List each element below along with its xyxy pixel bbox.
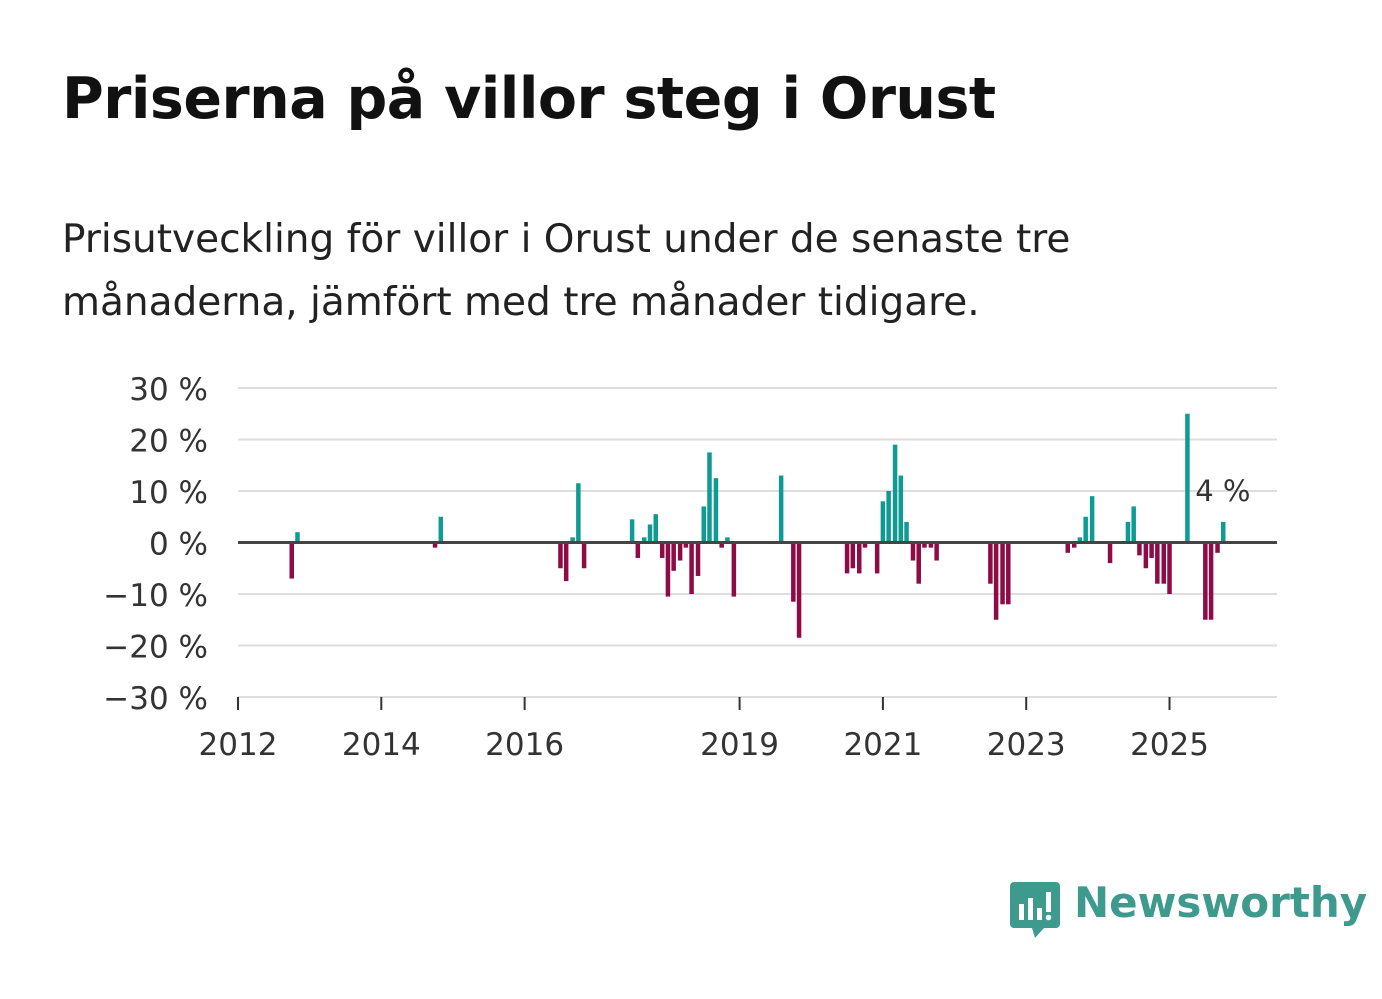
newsworthy-logo-icon [1010,882,1060,938]
bar [695,542,701,576]
bar [689,542,694,594]
bar [558,542,563,569]
x-tick-label: 2012 [199,727,278,763]
bar [934,542,939,561]
bar [857,542,862,574]
bar [1077,537,1083,543]
bar [778,475,784,543]
bar [1155,542,1160,584]
bar [629,519,635,543]
bar [904,521,909,543]
bar [874,542,880,574]
labels: 30 % 20 % 10 % 0 % −10 % −20 % −30 % 2012 2014 20… [103,372,1250,763]
bar [570,537,575,543]
bar [1203,542,1208,620]
bar [1143,542,1149,569]
axes [237,541,1277,710]
y-tick-label: −30 % [103,681,208,717]
bar [432,542,438,548]
bar [892,444,898,543]
bar [1137,542,1142,556]
y-tick-label: 0 % [149,527,208,563]
bar [862,542,868,548]
bar [647,524,653,543]
bar [725,537,730,543]
bar [713,478,719,543]
bar [1065,542,1071,553]
bar [1089,496,1095,543]
bar [1107,542,1113,564]
bar [581,542,587,569]
bar [671,542,676,571]
bar [844,542,850,574]
bar [1131,506,1136,543]
bar [719,542,724,548]
y-tick-label: 30 % [129,372,208,408]
x-tick-label: 2019 [700,727,779,763]
bar [886,491,891,543]
bar [659,542,665,558]
bar [1000,542,1005,605]
x-tick-label: 2014 [342,727,421,763]
bar [707,452,712,543]
bar [642,537,647,543]
bar [1215,542,1220,553]
latest-value-label: 4 % [1195,474,1250,508]
bar [1221,521,1226,543]
y-tick-label: 20 % [129,424,208,460]
bar [791,542,796,602]
bar [289,542,294,579]
page-subtitle: Prisutveckling för villor i Orust under … [62,217,1071,325]
x-tick-label: 2023 [987,727,1066,763]
bar [438,516,444,543]
y-tick-label: 10 % [129,475,208,511]
bar [916,542,921,584]
bar [677,542,683,561]
bar [910,542,916,561]
bar [1185,413,1190,543]
bar [796,542,802,638]
bar [731,542,737,597]
bar [665,542,671,597]
x-tick-label: 2021 [843,727,922,763]
bar [1208,542,1214,620]
bar [683,542,689,548]
bar [1006,542,1011,605]
x-tick-label: 2016 [485,727,564,763]
bars [289,413,1226,638]
bar [576,483,581,543]
bar [1071,542,1077,548]
page-title: Priserna på villor steg i Orust [62,66,996,132]
bar [928,542,934,548]
bar [898,475,904,543]
bar [1167,542,1172,594]
bar [1161,542,1167,584]
bar [1149,542,1154,558]
bar [635,542,641,558]
bar [653,514,658,543]
bar [1125,521,1131,543]
bar-chart: 30 % 20 % 10 % 0 % −10 % −20 % −30 % 2012 2014 20… [103,372,1277,763]
bar [1083,516,1088,543]
bar [988,542,993,584]
x-tick-label: 2025 [1130,727,1209,763]
brand-name: Newsworthy [1074,878,1368,927]
brand-logo: Newsworthy [1008,878,1367,942]
bar [993,542,999,620]
bar [880,501,886,543]
bar [701,506,707,543]
bar [563,542,569,582]
bar [850,542,856,569]
bar [922,542,927,548]
y-tick-label: −20 % [103,630,208,666]
y-tick-label: −10 % [103,578,208,614]
bar [295,532,300,543]
